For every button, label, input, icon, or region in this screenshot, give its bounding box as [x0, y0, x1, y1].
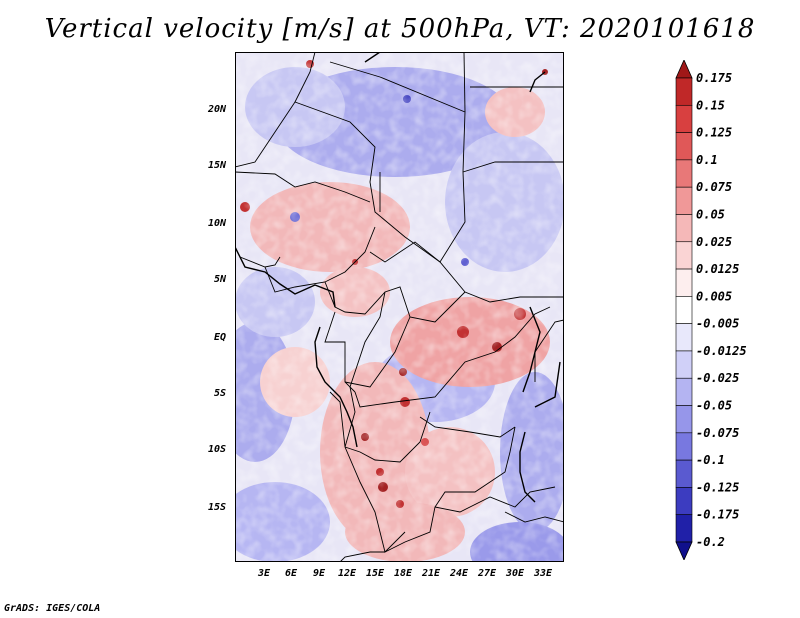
- map-plot-area: [235, 52, 564, 562]
- lon-label-21e: 21E: [422, 568, 441, 579]
- country-borders: [235, 52, 564, 562]
- colorbar: 0.175 0.15 0.125 0.1 0.075 0.05 0.025 0.0125 0.0…: [675, 60, 747, 560]
- colorbar-box: [675, 104, 693, 133]
- map-title: Vertical velocity [m/s] at 500hPa, VT: 2…: [44, 14, 756, 44]
- colorbar-box: [675, 459, 693, 488]
- lon-label-27e: 27E: [478, 568, 497, 579]
- lat-label-10s: 10S: [208, 444, 227, 455]
- colorbar-box: [675, 159, 693, 188]
- colorbar-box: [675, 323, 693, 352]
- grads-footer: GrADS: IGES/COLA: [4, 603, 101, 614]
- colorbar-level-label: -0.005: [696, 317, 739, 331]
- colorbar-box: [675, 514, 693, 543]
- colorbar-level-label: 0.075: [696, 180, 732, 194]
- colorbar-box: [675, 77, 693, 106]
- colorbar-level-label: -0.125: [696, 480, 739, 494]
- colorbar-level-label: 0.175: [696, 71, 732, 85]
- colorbar-level-label: -0.025: [696, 371, 739, 385]
- map-frame: [235, 52, 564, 562]
- lat-label-5s: 5S: [214, 388, 227, 399]
- lat-label-5n: 5N: [214, 274, 227, 285]
- colorbar-box: [675, 487, 693, 516]
- colorbar-level-label: 0.05: [696, 207, 725, 221]
- lon-label-33e: 33E: [534, 568, 553, 579]
- colorbar-level-label: -0.175: [696, 508, 739, 522]
- lat-label-15n: 15N: [208, 160, 227, 171]
- colorbar-box: [675, 377, 693, 406]
- colorbar-level-label: -0.0125: [696, 344, 747, 358]
- colorbar-box: [675, 296, 693, 324]
- colorbar-level-label: -0.1: [696, 453, 725, 467]
- field-noise-texture: [235, 52, 564, 562]
- colorbar-box: [675, 214, 693, 243]
- colorbar-max-arrow: [675, 60, 693, 79]
- colorbar-level-label: -0.05: [696, 399, 732, 413]
- colorbar-level-label: -0.2: [696, 535, 725, 549]
- colorbar-level-label: 0.1: [696, 153, 718, 167]
- coastlines-and-lakes: [235, 52, 561, 503]
- colorbar-level-label: 0.15: [696, 98, 725, 112]
- colorbar-box: [675, 405, 693, 434]
- lon-label-30e: 30E: [506, 568, 525, 579]
- colorbar-level-label: -0.075: [696, 426, 739, 440]
- colorbar-box: [675, 268, 693, 297]
- colorbar-level-label: 0.125: [696, 126, 732, 140]
- colorbar-box: [675, 132, 693, 161]
- lat-label-15s: 15S: [208, 502, 227, 513]
- lat-label-20n: 20N: [208, 104, 227, 115]
- lon-label-9e: 9E: [313, 568, 326, 579]
- colorbar-box: [675, 350, 693, 379]
- lon-label-15e: 15E: [366, 568, 385, 579]
- colorbar-level-label: 0.0125: [696, 262, 739, 276]
- colorbar-box: [675, 432, 693, 461]
- colorbar-box: [675, 186, 693, 215]
- colorbar-level-label: 0.005: [696, 289, 732, 303]
- lon-label-3e: 3E: [258, 568, 271, 579]
- lon-label-18e: 18E: [394, 568, 413, 579]
- lon-label-12e: 12E: [338, 568, 357, 579]
- colorbar-level-label: 0.025: [696, 235, 732, 249]
- lon-label-6e: 6E: [285, 568, 298, 579]
- lat-label-eq: EQ: [214, 332, 227, 343]
- lon-label-24e: 24E: [450, 568, 469, 579]
- lat-label-10n: 10N: [208, 218, 227, 229]
- colorbar-min-arrow: [675, 541, 693, 560]
- colorbar-box: [675, 241, 693, 270]
